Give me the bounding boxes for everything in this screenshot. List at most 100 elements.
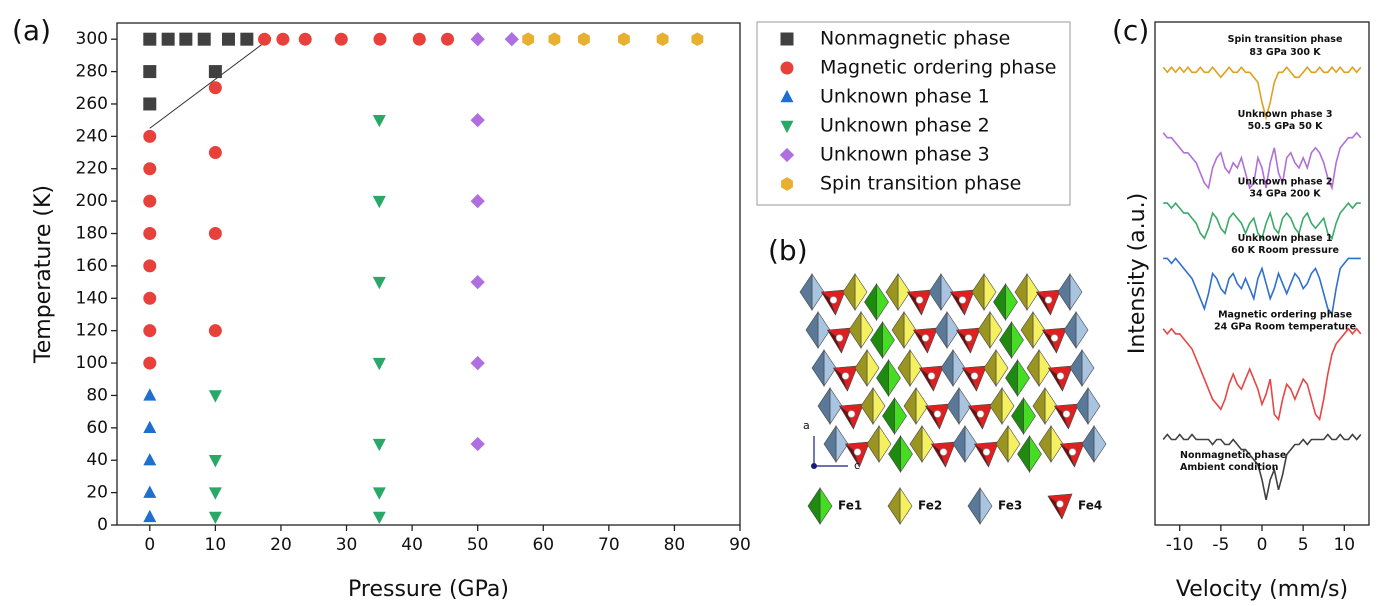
polyhedron [947, 388, 959, 424]
atom [854, 449, 861, 456]
polyhedron [883, 322, 895, 358]
polyhedron [879, 426, 891, 462]
marker [179, 33, 192, 46]
marker [578, 32, 590, 46]
spectrum-label: 50.5 GPa 50 K [1248, 121, 1323, 132]
x-tick-label: 30 [336, 535, 358, 555]
marker [471, 194, 485, 208]
polyhedron [1006, 360, 1018, 396]
marker [143, 97, 156, 110]
y-tick-label: 140 [76, 288, 108, 308]
marker [691, 32, 703, 46]
polyhedron [980, 488, 992, 524]
y-tick-label: 200 [76, 191, 108, 211]
polyhedron [990, 388, 1002, 424]
marker [471, 356, 485, 370]
spectrum-label: Unknown phase 3 [1238, 109, 1333, 120]
polyhedron [1070, 350, 1082, 386]
marker [522, 32, 534, 46]
marker [209, 512, 222, 524]
legend-label: Spin transition phase [820, 173, 1021, 195]
polyhedron [900, 488, 912, 524]
marker [781, 33, 794, 46]
legend-label: Unknown phase 2 [820, 115, 990, 137]
polyhedron [1082, 350, 1094, 386]
crystal-structure: acFe1Fe2Fe3Fe4 [800, 274, 1106, 524]
polyhedron [904, 388, 916, 424]
y-tick-label: 260 [76, 94, 108, 114]
spectrum-label: Spin transition phase [1228, 34, 1343, 45]
marker [198, 33, 211, 46]
polyhedron [871, 322, 883, 358]
polyhedron [910, 426, 922, 462]
atom [1045, 297, 1052, 304]
polyhedron [812, 350, 824, 386]
polyhedron [1030, 436, 1042, 472]
atom [959, 297, 966, 304]
marker [471, 113, 485, 127]
polyhedron [1018, 436, 1030, 472]
spectrum-label: Unknown phase 2 [1238, 177, 1333, 188]
marker [549, 32, 561, 46]
polyhedron [892, 312, 904, 348]
polyhedron [898, 350, 910, 386]
atom [922, 335, 929, 342]
polyhedron [889, 360, 901, 396]
y-tick-label: 0 [97, 515, 108, 535]
legend-label: Unknown phase 1 [820, 86, 990, 108]
spectrum-label: 60 K Room pressure [1231, 245, 1339, 256]
marker [143, 510, 156, 522]
marker [373, 33, 386, 46]
y-tick-label: 100 [76, 353, 108, 373]
marker [373, 439, 386, 451]
panel-label: (a) [12, 14, 51, 47]
x-tick-label: 5 [1298, 535, 1309, 555]
polyhedron [855, 274, 867, 310]
polyhedron [886, 274, 898, 310]
polyhedron [808, 488, 820, 524]
x-axis-label: Pressure (GPa) [348, 577, 509, 602]
legend-label: Unknown phase 3 [820, 144, 990, 166]
atom [971, 373, 978, 380]
marker [618, 32, 630, 46]
polyhedron [855, 350, 867, 386]
spectrum [1163, 329, 1361, 420]
x-tick-label: 0 [144, 535, 155, 555]
atom [934, 411, 941, 418]
polyhedron [824, 426, 836, 462]
atom [1057, 373, 1064, 380]
x-tick-label: 40 [401, 535, 423, 555]
panel-label: (c) [1112, 14, 1149, 47]
polyhedron [1064, 312, 1076, 348]
spectrum-label: Nonmagnetic phase [1180, 450, 1286, 461]
y-tick-label: 240 [76, 126, 108, 146]
marker [209, 146, 222, 159]
polyhedron [953, 426, 965, 462]
polyhedron [800, 274, 812, 310]
spectrum-label: 34 GPa 200 K [1249, 189, 1321, 200]
polyhedron [978, 312, 990, 348]
atom [940, 449, 947, 456]
atom [842, 373, 849, 380]
spectrum-label: Ambient condition [1180, 462, 1279, 473]
plot-frame [117, 23, 740, 525]
x-tick-label: -5 [1212, 535, 1229, 555]
marker [505, 32, 519, 46]
polyhedron [984, 350, 996, 386]
polyhedron [935, 312, 947, 348]
marker [373, 358, 386, 370]
polyhedron [1024, 398, 1036, 434]
structure-legend: Fe3 [998, 499, 1022, 513]
marker [299, 33, 312, 46]
polyhedron [820, 488, 832, 524]
polyhedron [867, 350, 879, 386]
marker [373, 512, 386, 524]
x-tick-label: 0 [1257, 535, 1268, 555]
axis-origin [811, 463, 817, 469]
polyhedron [901, 436, 913, 472]
marker [209, 227, 222, 240]
marker [143, 292, 156, 305]
marker [222, 33, 235, 46]
marker [143, 195, 156, 208]
marker [373, 487, 386, 499]
